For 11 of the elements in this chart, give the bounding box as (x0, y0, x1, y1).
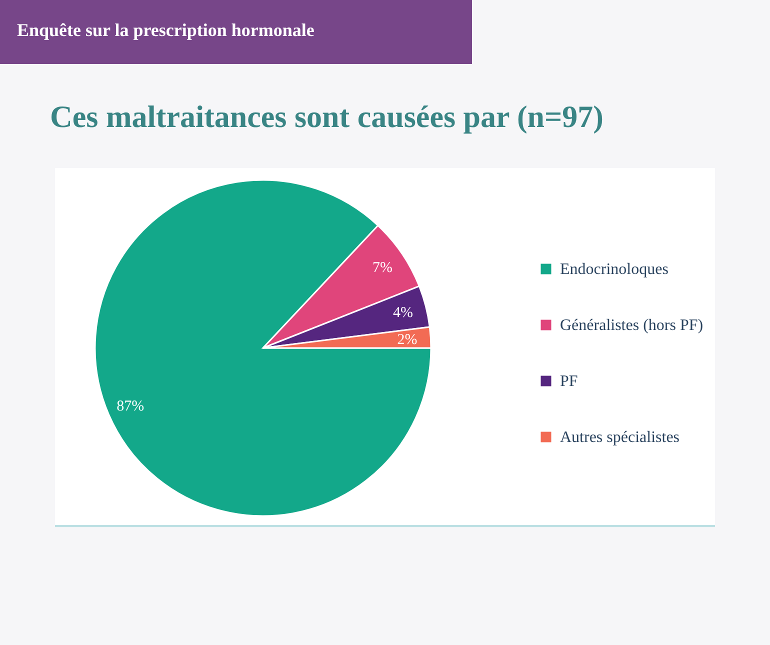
data-label: 7% (372, 260, 392, 276)
legend-label: Endocrinoloques (560, 261, 668, 278)
data-label: 2% (397, 332, 418, 348)
legend-label: PF (560, 373, 578, 390)
data-label: 87% (116, 398, 144, 414)
chart-title: Ces maltraitances sont causées par (n=97) (50, 99, 604, 134)
legend-label: Autres spécialistes (560, 429, 680, 446)
pie-slice (94, 179, 432, 517)
data-label: 4% (392, 305, 413, 322)
legend-label: Généralistes (hors PF) (560, 317, 704, 334)
chart-subtitle: Enquête sur la prescription hormonale (17, 20, 314, 40)
